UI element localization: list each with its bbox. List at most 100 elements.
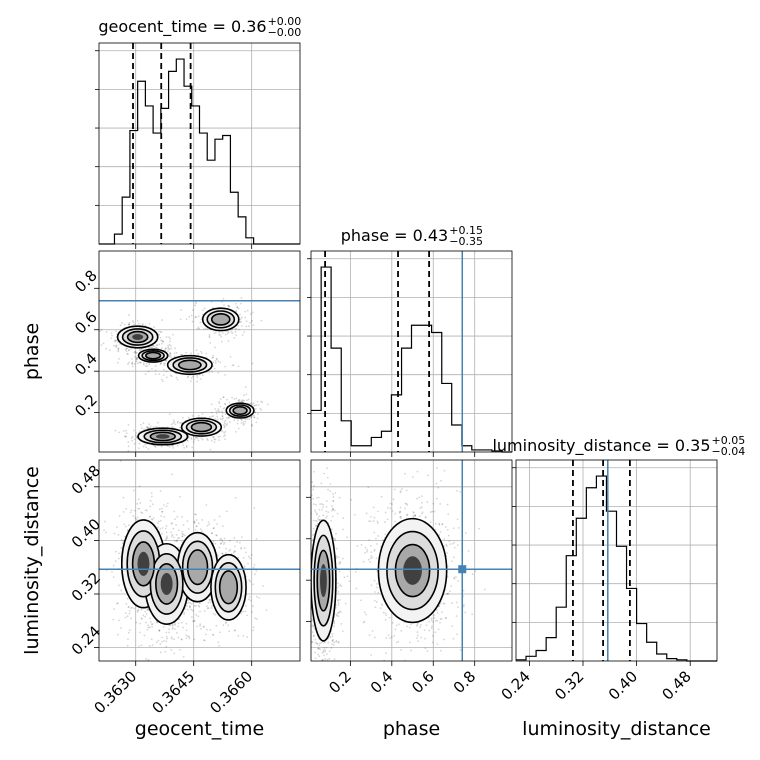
scatter-point: [119, 460, 122, 462]
scatter-point: [195, 525, 198, 528]
scatter-point: [255, 404, 258, 407]
scatter-point: [202, 328, 205, 331]
scatter-point: [306, 639, 308, 641]
scatter-point: [380, 495, 383, 498]
scatter-point: [250, 554, 253, 556]
scatter-point: [165, 537, 168, 540]
scatter-point: [325, 646, 328, 649]
scatter-point: [223, 541, 226, 544]
scatter-point: [143, 634, 146, 637]
scatter-point: [163, 364, 166, 367]
scatter-point: [171, 444, 174, 447]
scatter-point: [145, 363, 148, 365]
scatter-point: [483, 588, 486, 591]
scatter-point: [99, 330, 102, 333]
scatter-point: [462, 589, 465, 592]
scatter-point: [389, 507, 392, 510]
scatter-point: [152, 426, 155, 429]
scatter-point: [149, 346, 152, 349]
scatter-point: [335, 639, 338, 642]
scatter-point: [178, 421, 181, 424]
panel-frame: [310, 250, 513, 453]
scatter-point: [125, 508, 127, 510]
scatter-point: [199, 528, 202, 531]
scatter-point: [314, 510, 317, 513]
contour-level: [145, 351, 162, 360]
scatter-point: [128, 349, 130, 351]
scatter-point: [214, 362, 217, 364]
scatter-point: [210, 607, 213, 609]
scatter-point: [161, 527, 164, 529]
scatter-point: [471, 573, 474, 576]
scatter-point: [218, 402, 221, 405]
contour-level: [190, 421, 213, 433]
scatter-point: [124, 348, 127, 351]
scatter-point: [192, 440, 195, 443]
scatter-point: [139, 622, 142, 625]
histogram-geocent_time: [99, 58, 300, 245]
scatter-point: [134, 434, 137, 437]
scatter-point: [158, 343, 161, 346]
scatter-point: [438, 605, 440, 608]
scatter-point: [400, 630, 403, 632]
scatter-point: [212, 436, 215, 439]
scatter-point: [252, 402, 255, 405]
scatter-point: [431, 625, 433, 628]
scatter-point: [311, 641, 314, 644]
scatter-point: [434, 631, 437, 634]
scatter-point: [124, 435, 127, 438]
scatter-point: [219, 361, 222, 364]
scatter-point: [334, 492, 337, 494]
scatter-point: [186, 376, 189, 379]
scatter-point: [160, 378, 163, 381]
scatter-point: [165, 336, 168, 338]
scatter-point: [127, 450, 130, 452]
scatter-point: [441, 611, 443, 614]
scatter-point: [242, 557, 245, 559]
scatter-point: [226, 398, 228, 401]
scatter-point: [203, 307, 206, 310]
scatter-point: [455, 601, 458, 604]
scatter-point: [400, 515, 402, 518]
scatter-point: [126, 615, 129, 618]
scatter-point: [114, 339, 116, 342]
scatter-point: [125, 347, 128, 350]
scatter-point: [128, 361, 130, 364]
scatter-point: [371, 630, 374, 632]
scatter-point: [131, 365, 134, 368]
scatter-point: [158, 373, 161, 376]
scatter-point: [437, 486, 440, 489]
scatter-point: [220, 542, 223, 545]
scatter-point: [394, 628, 397, 631]
scatter-point: [260, 400, 262, 403]
panel-frame: [98, 459, 301, 662]
scatter-point: [338, 584, 340, 587]
scatter-point: [296, 579, 298, 581]
scatter-point: [137, 498, 140, 501]
scatter-point: [223, 420, 226, 423]
scatter-point: [311, 481, 314, 483]
scatter-point: [338, 610, 341, 613]
scatter-point: [373, 516, 376, 519]
scatter-point: [331, 507, 334, 510]
scatter-point: [149, 515, 151, 518]
scatter-point: [253, 416, 256, 419]
scatter-point: [186, 439, 189, 442]
scatter-point: [136, 357, 138, 359]
scatter-point: [256, 413, 259, 416]
scatter-point: [213, 441, 216, 444]
scatter-point: [134, 517, 137, 520]
scatter-point: [329, 636, 332, 639]
scatter-point: [252, 626, 255, 629]
scatter-point: [135, 358, 138, 361]
scatter-point: [418, 515, 421, 518]
scatter-point: [414, 514, 417, 517]
scatter-point: [224, 333, 227, 336]
scatter-point: [333, 509, 336, 512]
scatter-point: [173, 638, 176, 641]
scatter-point: [148, 515, 151, 518]
scatter-point: [330, 519, 332, 522]
scatter-point: [132, 489, 135, 492]
scatter-point: [170, 531, 173, 534]
scatter-point: [316, 496, 318, 499]
